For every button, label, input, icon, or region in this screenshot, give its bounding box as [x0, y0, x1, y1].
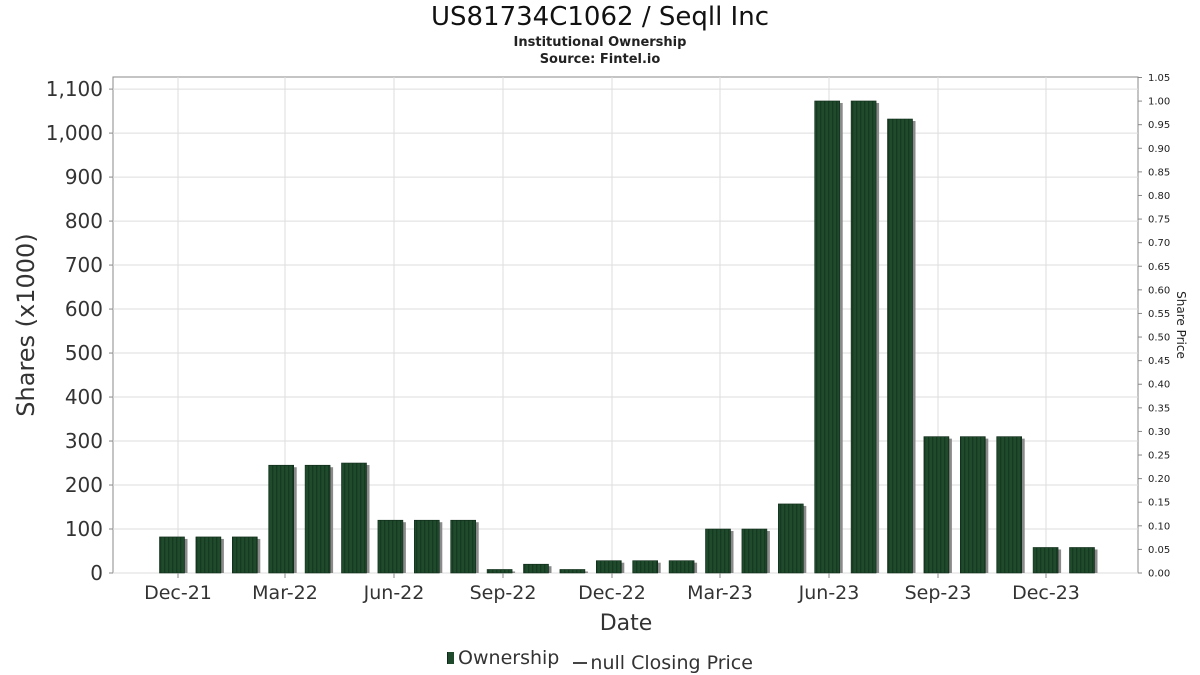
- bar: [1032, 547, 1059, 574]
- bar: [523, 563, 549, 574]
- y-tick-label: 400: [65, 385, 103, 409]
- y2-tick-label: 0.40: [1148, 380, 1170, 391]
- chart-subtitle: Institutional Ownership: [513, 35, 687, 50]
- y2-tick-label: 0.20: [1148, 474, 1170, 485]
- y2-tick-label: 0.90: [1148, 144, 1170, 155]
- bar: [777, 503, 804, 574]
- y-tick-label: 800: [65, 209, 103, 233]
- y2-axis-title: Share Price: [1174, 291, 1188, 359]
- chart-title: US81734C1062 / Seqll Inc: [430, 2, 769, 32]
- bar: [741, 528, 768, 574]
- y2-tick-label: 0.85: [1148, 167, 1170, 178]
- bar: [232, 536, 258, 574]
- x-tick-label: Mar-23: [687, 582, 753, 604]
- y2-tick-label: 0.65: [1148, 262, 1170, 273]
- y2-tick-label: 0.55: [1148, 309, 1170, 320]
- y2-tick-label: 0.95: [1148, 120, 1170, 131]
- closing-price-line-icon: [573, 662, 588, 664]
- x-tick-label: Dec-23: [1012, 582, 1080, 604]
- bar: [268, 464, 295, 574]
- x-tick-label: Dec-22: [578, 582, 646, 604]
- x-tick-label: Dec-21: [144, 582, 212, 604]
- bar: [850, 100, 877, 574]
- y-tick-label: 600: [65, 297, 103, 321]
- y-tick-label: 500: [65, 341, 103, 365]
- y-tick-label: 1,100: [46, 77, 103, 101]
- y-tick-label: 100: [65, 517, 103, 541]
- bar: [996, 436, 1023, 574]
- legend: Ownership null Closing Price: [0, 647, 1200, 674]
- y2-tick-label: 0.30: [1148, 427, 1170, 438]
- bar: [887, 118, 913, 574]
- bar: [595, 560, 622, 574]
- ownership-chart: 0 100 200 300 400 500 600 700 800 900 1,000 1,100 0.…: [12, 73, 1188, 636]
- y-axis-title: Shares (x1000): [12, 233, 40, 416]
- bar: [632, 560, 659, 574]
- y-tick-label: 0: [90, 561, 103, 585]
- bar: [959, 436, 986, 574]
- y2-tick-label: 0.05: [1148, 545, 1170, 556]
- bar: [304, 464, 331, 574]
- bar: [195, 536, 222, 574]
- y2-tick-label: 0.45: [1148, 356, 1170, 367]
- y-tick-label: 1,000: [46, 121, 103, 145]
- y-tick-label: 900: [65, 165, 103, 189]
- x-tick-label: Jun-23: [798, 582, 860, 604]
- legend-item-ownership[interactable]: Ownership: [447, 647, 559, 669]
- x-axis-title: Date: [600, 611, 653, 636]
- bar: [413, 519, 440, 574]
- bar: [377, 519, 404, 574]
- x-tick-label: Mar-22: [252, 582, 318, 604]
- bar: [705, 528, 731, 574]
- bar: [486, 569, 513, 574]
- y2-tick-label: 1.05: [1148, 73, 1170, 84]
- y2-tick-label: 0.25: [1148, 451, 1170, 462]
- legend-item-closing-price[interactable]: null Closing Price: [569, 652, 753, 674]
- y2-tick-label: 0.50: [1148, 333, 1170, 344]
- y2-tick-label: 0.15: [1148, 498, 1170, 509]
- y2-tick-label: 0.80: [1148, 191, 1170, 202]
- legend-label-closing-price: null Closing Price: [590, 652, 753, 674]
- y2-tick-label: 0.10: [1148, 521, 1170, 532]
- x-tick-label: Jun-22: [363, 582, 425, 604]
- bar: [159, 536, 185, 574]
- y2-tick-label: 0.35: [1148, 403, 1170, 414]
- bar: [668, 560, 695, 574]
- x-tick-label: Sep-22: [470, 582, 537, 604]
- y2-tick-label: 0.00: [1148, 569, 1170, 580]
- legend-label-ownership: Ownership: [458, 647, 560, 669]
- y2-tick-label: 0.75: [1148, 215, 1170, 226]
- y2-tick-label: 1.00: [1148, 97, 1170, 108]
- bar: [341, 462, 367, 574]
- bar: [450, 519, 477, 574]
- y-tick-label: 200: [65, 473, 103, 497]
- bar: [1069, 547, 1095, 574]
- y2-tick-label: 0.70: [1148, 238, 1170, 249]
- chart-source: Source: Fintel.io: [539, 52, 661, 67]
- y-tick-label: 700: [65, 253, 103, 277]
- bar: [814, 100, 841, 574]
- bar: [923, 436, 950, 574]
- bar: [559, 569, 586, 574]
- y2-tick-label: 0.60: [1148, 285, 1170, 296]
- y-tick-label: 300: [65, 429, 103, 453]
- ownership-swatch-icon: [447, 652, 455, 664]
- x-tick-label: Sep-23: [905, 582, 972, 604]
